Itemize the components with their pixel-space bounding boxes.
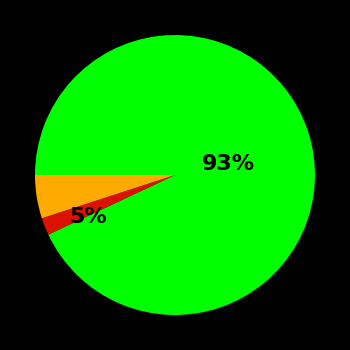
Text: 5%: 5%	[69, 207, 107, 227]
Text: 93%: 93%	[202, 154, 255, 174]
Wedge shape	[42, 175, 175, 234]
Wedge shape	[35, 35, 315, 315]
Wedge shape	[35, 175, 175, 218]
